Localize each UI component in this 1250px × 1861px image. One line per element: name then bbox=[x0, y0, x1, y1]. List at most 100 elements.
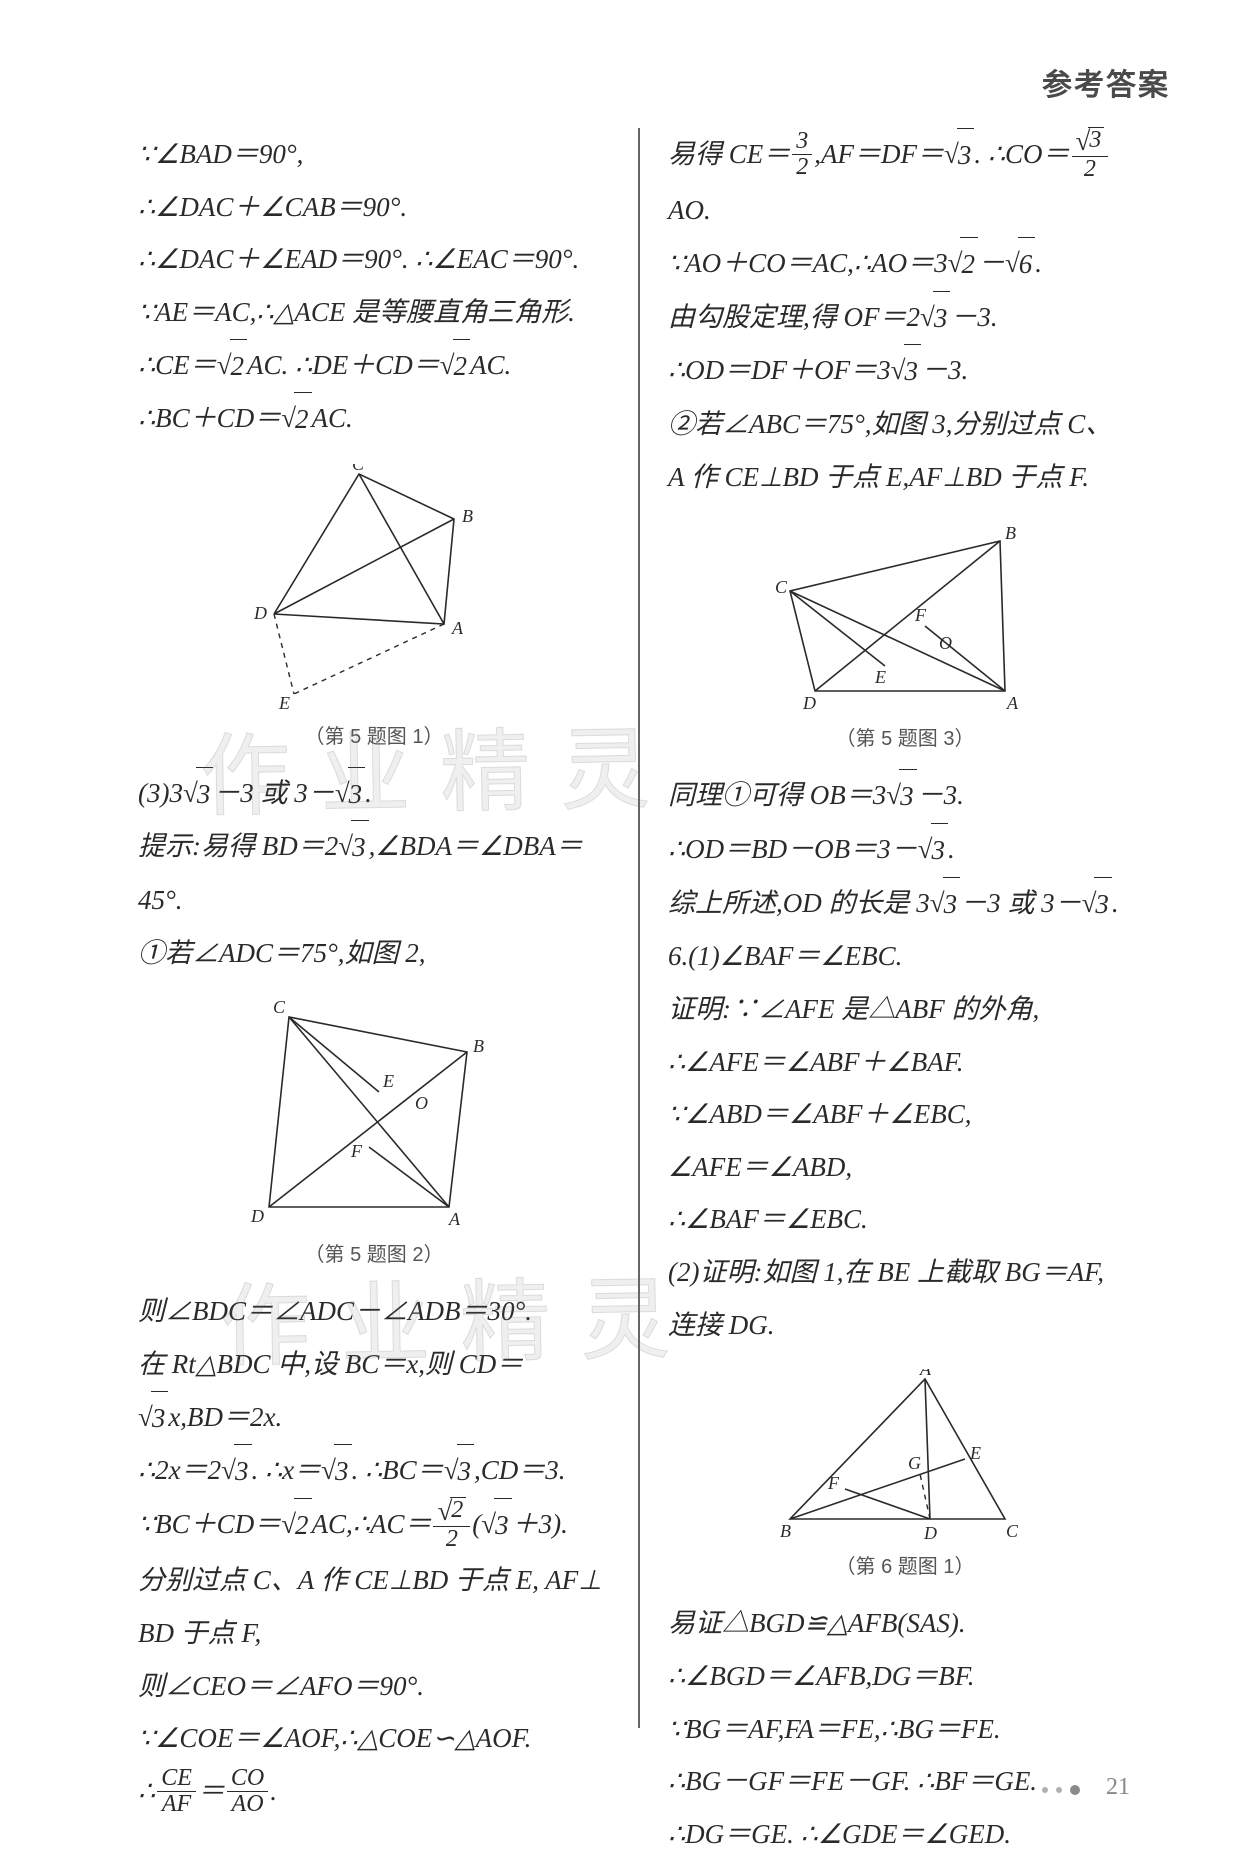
vertex-label: B bbox=[780, 1521, 791, 1541]
text: ∵AO＋CO＝AC,∴AO＝3 bbox=[668, 248, 948, 278]
page: 参考答案 作业精灵 作业精灵 ∵∠BAD＝90°, ∴∠DAC＋∠CAB＝90°… bbox=[0, 0, 1250, 1851]
text: AC. bbox=[312, 403, 353, 433]
sqrt: √3 bbox=[321, 1444, 351, 1498]
text-line: ∴CEAF＝COAO. bbox=[138, 1765, 610, 1819]
vertex-label: C bbox=[273, 997, 286, 1017]
text: －3 或 3－ bbox=[213, 778, 335, 808]
text: . bbox=[1035, 248, 1042, 278]
text: (3)3 bbox=[138, 778, 183, 808]
fraction: CEAF bbox=[157, 1766, 196, 1817]
text-line: A 作 CE⊥BD 于点 E,AF⊥BD 于点 F. bbox=[668, 451, 1142, 504]
figure-5-2: D A B C O E F bbox=[138, 997, 610, 1232]
sqrt: √3 bbox=[481, 1498, 511, 1552]
text: －3. bbox=[921, 355, 968, 385]
vertex-label: D bbox=[254, 603, 267, 623]
text-line: ∴BG－GF＝FE－GF. ∴BF＝GE. bbox=[668, 1755, 1142, 1808]
text-line: 则∠BDC＝∠ADC－∠ADB＝30°. bbox=[138, 1285, 610, 1338]
text: ,AF＝DF＝ bbox=[814, 139, 944, 169]
text: －3. bbox=[950, 302, 997, 332]
text-line: 综上所述,OD 的长是 3√3－3 或 3－√3. bbox=[668, 877, 1142, 931]
text-line: ∴OD＝DF＋OF＝3√3－3. bbox=[668, 344, 1142, 398]
text-line: 证明:∵∠AFE 是△ABF 的外角, bbox=[668, 983, 1142, 1036]
text-line: ∴CE＝√2AC. ∴DE＋CD＝√2AC. bbox=[138, 339, 610, 393]
text-line: ∵BC＋CD＝√2AC,∴AC＝√22(√3＋3). bbox=[138, 1498, 610, 1554]
vertex-label: F bbox=[350, 1141, 363, 1161]
text-line: ∴2x＝2√3. ∴x＝√3. ∴BC＝√3,CD＝3. bbox=[138, 1444, 610, 1498]
text: . bbox=[270, 1776, 277, 1806]
text: . bbox=[1112, 888, 1119, 918]
text: ,CD＝3. bbox=[474, 1455, 566, 1485]
text: ＝ bbox=[198, 1776, 225, 1806]
figure-6-1: B D C A E F G bbox=[668, 1369, 1142, 1544]
text-line: BD 于点 F, bbox=[138, 1607, 610, 1660]
footer-dots-icon bbox=[1042, 1785, 1080, 1795]
sqrt: √3 bbox=[918, 823, 948, 877]
text-line: (3)3√3－3 或 3－√3. bbox=[138, 767, 610, 821]
text-line: ∴OD＝BD－OB＝3－√3. bbox=[668, 823, 1142, 877]
fraction: COAO bbox=[227, 1766, 268, 1817]
text-line: 分别过点 C、A 作 CE⊥BD 于点 E, AF⊥ bbox=[138, 1554, 610, 1607]
vertex-label: E bbox=[969, 1443, 981, 1463]
sqrt: √3 bbox=[138, 1391, 168, 1445]
text: ∵BC＋CD＝ bbox=[138, 1509, 281, 1539]
sqrt: √2 bbox=[217, 339, 247, 393]
vertex-label: G bbox=[908, 1453, 921, 1473]
vertex-label: C bbox=[1006, 1521, 1019, 1541]
text-line: 易得 CE＝32,AF＝DF＝√3. ∴CO＝√32AO. bbox=[668, 128, 1142, 237]
vertex-label: A bbox=[451, 618, 464, 638]
vertex-label: C bbox=[775, 577, 788, 597]
text: ( bbox=[472, 1509, 481, 1539]
fraction: 32 bbox=[792, 129, 812, 180]
text: 综上所述,OD 的长是 3 bbox=[668, 888, 930, 918]
vertex-label: C bbox=[352, 464, 365, 474]
text: AC. bbox=[470, 350, 511, 380]
text-line: 在 Rt△BDC 中,设 BC＝x,则 CD＝ bbox=[138, 1338, 610, 1391]
sqrt: √3 bbox=[891, 344, 921, 398]
vertex-label: D bbox=[250, 1206, 264, 1226]
left-column: ∵∠BAD＝90°, ∴∠DAC＋∠CAB＝90°. ∴∠DAC＋∠EAD＝90… bbox=[110, 128, 640, 1728]
text: ∴ bbox=[138, 1776, 155, 1806]
sqrt: √3 bbox=[338, 820, 368, 874]
text: ∴OD＝BD－OB＝3－ bbox=[668, 834, 918, 864]
text: ∴2x＝2 bbox=[138, 1455, 221, 1485]
sqrt: √3 bbox=[183, 767, 213, 821]
text-line: √3x,BD＝2x. bbox=[138, 1391, 610, 1445]
text: 同理①可得 OB＝3 bbox=[668, 780, 886, 810]
vertex-label: B bbox=[473, 1036, 484, 1056]
text-line: 易证△BGD≌△AFB(SAS). bbox=[668, 1597, 1142, 1650]
vertex-label: B bbox=[462, 506, 473, 526]
text: . ∴CO＝ bbox=[974, 139, 1069, 169]
text: －3 或 3－ bbox=[960, 888, 1082, 918]
vertex-label: O bbox=[939, 633, 952, 653]
vertex-label: A bbox=[919, 1369, 932, 1379]
figure-5-1: D A B C E bbox=[138, 464, 610, 714]
figure-5-3: D A B C E F O bbox=[668, 521, 1142, 716]
figure-caption: （第 6 题图 1） bbox=[668, 1550, 1142, 1579]
text-line: 由勾股定理,得 OF＝2√3－3. bbox=[668, 291, 1142, 345]
figure-caption: （第 5 题图 2） bbox=[138, 1238, 610, 1267]
two-column-layout: ∵∠BAD＝90°, ∴∠DAC＋∠CAB＝90°. ∴∠DAC＋∠EAD＝90… bbox=[110, 128, 1170, 1728]
vertex-label: O bbox=[415, 1093, 428, 1113]
text: ＋3). bbox=[512, 1509, 568, 1539]
text-line: 6.(1)∠BAF＝∠EBC. bbox=[668, 930, 1142, 983]
text-line: ∴BC＋CD＝√2AC. bbox=[138, 392, 610, 446]
sqrt: √2 bbox=[440, 339, 470, 393]
text-line: ∴∠BGD＝∠AFB,DG＝BF. bbox=[668, 1650, 1142, 1703]
sqrt: √2 bbox=[948, 237, 978, 291]
vertex-label: B bbox=[1005, 523, 1016, 543]
text-line: ∠AFE＝∠ABD, bbox=[668, 1141, 1142, 1194]
text-line: ∴DG＝GE. ∴∠GDE＝∠GED. bbox=[668, 1808, 1142, 1861]
geometry-diagram: D A B C O E F bbox=[249, 997, 499, 1232]
text: . bbox=[365, 778, 372, 808]
vertex-label: E bbox=[278, 693, 290, 713]
sqrt: √6 bbox=[1005, 237, 1035, 291]
text-line: 则∠CEO＝∠AFO＝90°. bbox=[138, 1660, 610, 1713]
text-line: ∴∠BAF＝∠EBC. bbox=[668, 1193, 1142, 1246]
vertex-label: D bbox=[923, 1523, 937, 1543]
text: AC. ∴DE＋CD＝ bbox=[247, 350, 440, 380]
sqrt: √3 bbox=[1082, 877, 1112, 931]
text-line: ∴∠DAC＋∠EAD＝90°. ∴∠EAC＝90°. bbox=[138, 233, 610, 286]
sqrt: √3 bbox=[920, 291, 950, 345]
text-line: ∵∠COE＝∠AOF,∴△COE∽△AOF. bbox=[138, 1712, 610, 1765]
text-line: ∵AO＋CO＝AC,∴AO＝3√2－√6. bbox=[668, 237, 1142, 291]
